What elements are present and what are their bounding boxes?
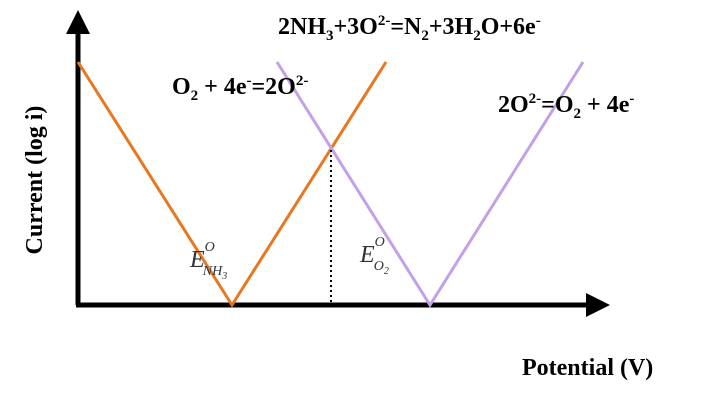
reaction-label: O2 + 4e-=2O2- xyxy=(172,73,308,104)
label-part: O xyxy=(374,259,384,274)
nh3-curve xyxy=(76,61,388,308)
label-part: + 4e xyxy=(198,74,247,100)
label-part: 3 xyxy=(221,271,227,282)
label-part: NH xyxy=(202,264,223,279)
label-part: E xyxy=(189,247,205,273)
label-part: - xyxy=(536,13,541,29)
label-part: +3H xyxy=(429,14,474,40)
label-part: - xyxy=(629,91,634,107)
label-part: 3 xyxy=(326,28,334,44)
y-axis-label: Current (log i) xyxy=(22,106,48,255)
label-part: O xyxy=(205,240,215,255)
y-arrow xyxy=(66,10,90,34)
label-part: 2- xyxy=(529,91,542,107)
label-part: O xyxy=(172,74,191,100)
label-part: O xyxy=(375,235,385,250)
label-part: 2 xyxy=(574,106,582,122)
label-part: 2- xyxy=(378,13,391,29)
x-axis-label: Potential (V) xyxy=(522,355,653,381)
reaction-label: 2O2-=O2 + 4e- xyxy=(498,91,634,122)
label-part: - xyxy=(247,73,252,89)
label-part: 2NH xyxy=(278,14,326,40)
potential-label: EO O2 xyxy=(359,235,389,277)
label-part: 2 xyxy=(473,28,481,44)
label-part: 2- xyxy=(296,73,309,89)
label-part: =N xyxy=(390,14,422,40)
label-part: +3O xyxy=(334,14,378,40)
potential-label: EO NH3 xyxy=(189,240,227,282)
reaction-label: 2NH3+3O2-=N2+3H2O+6e- xyxy=(278,13,541,44)
label-part: 2O xyxy=(498,92,529,118)
label-part: 2 xyxy=(191,88,199,104)
label-part: 2 xyxy=(384,266,389,277)
label-part: 2 xyxy=(421,28,429,44)
o2-curve xyxy=(275,61,585,308)
label-part: + 4e xyxy=(581,92,630,118)
label-part: E xyxy=(359,242,375,268)
x-arrow xyxy=(586,293,610,317)
label-part: =2O xyxy=(252,74,296,100)
label-part: =O xyxy=(541,92,573,118)
label-part: O+6e xyxy=(481,14,536,40)
